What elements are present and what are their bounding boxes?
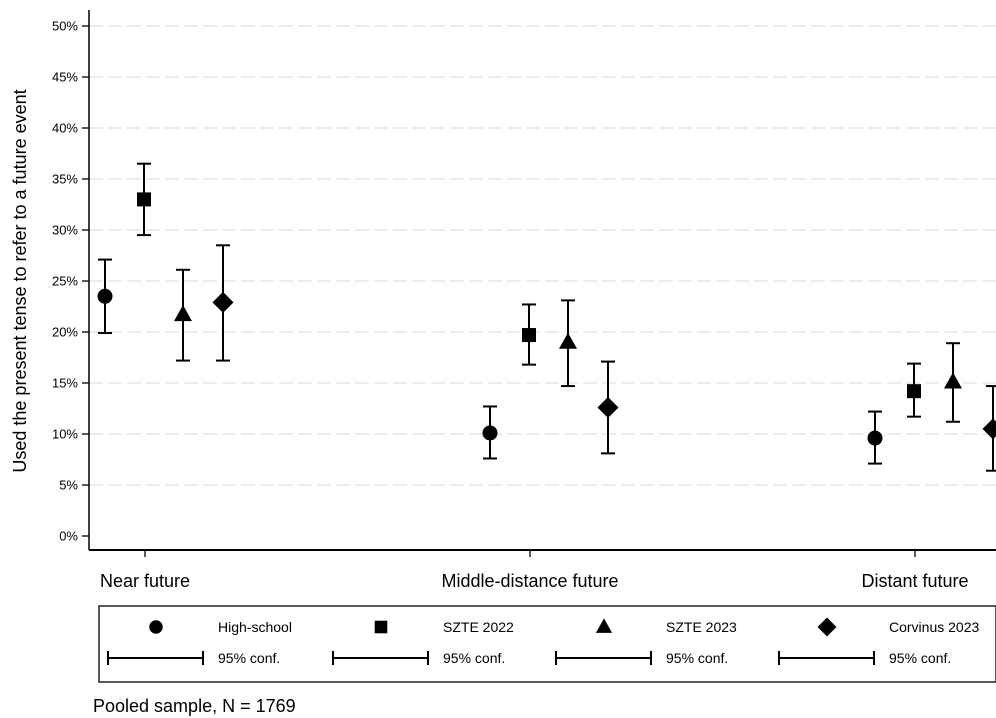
series-szte-2023	[174, 268, 962, 423]
legend-marker	[374, 620, 388, 634]
legend-ci-label: 95% conf.	[889, 650, 951, 666]
x-category-label: Near future	[100, 571, 190, 591]
y-tick-label: 0%	[59, 529, 78, 544]
series-corvinus-2023	[212, 244, 996, 472]
data-point	[174, 305, 192, 322]
series-high-school	[97, 258, 883, 465]
y-axis-title: Used the present tense to refer to a fut…	[10, 89, 30, 472]
data-point	[907, 384, 921, 399]
legend-label: SZTE 2023	[666, 619, 737, 635]
legend-ci-label: 95% conf.	[666, 650, 728, 666]
y-tick-label: 50%	[52, 19, 78, 34]
data-point	[559, 332, 577, 349]
x-axis: Near future Middle-distance future Distant…	[89, 549, 996, 591]
y-tick-label: 40%	[52, 121, 78, 136]
legend-marker	[817, 617, 837, 637]
data-marks	[97, 162, 996, 472]
data-point	[944, 372, 962, 389]
y-tick-label: 30%	[52, 223, 78, 238]
y-tick-label: 10%	[52, 427, 78, 442]
data-point	[97, 288, 113, 304]
grid-lines	[89, 25, 996, 486]
y-axis: 0% 5% 10% 15% 20% 25% 30% 35% 40% 45% 50%	[52, 10, 90, 550]
data-point	[212, 291, 234, 313]
y-tick-label: 35%	[52, 172, 78, 187]
series-szte-2022	[137, 162, 921, 418]
data-point	[522, 328, 536, 343]
legend-label: SZTE 2022	[443, 619, 514, 635]
data-point	[137, 192, 151, 207]
data-point	[982, 418, 996, 440]
data-point	[597, 396, 619, 418]
sample-note: Pooled sample, N = 1769	[93, 696, 296, 716]
y-tick-label: 45%	[52, 70, 78, 85]
legend-label: High-school	[218, 619, 292, 635]
legend-label: Corvinus 2023	[889, 619, 979, 635]
data-point	[482, 425, 498, 441]
y-tick-label: 5%	[59, 478, 78, 493]
legend: High-school 95% conf. SZTE 2022 95% conf. SZ…	[98, 605, 996, 683]
legend-ci-label: 95% conf.	[443, 650, 505, 666]
legend-ci-label: 95% conf.	[218, 650, 280, 666]
legend-marker	[595, 618, 613, 633]
legend-marker	[149, 620, 163, 634]
y-tick-label: 15%	[52, 376, 78, 391]
x-category-label: Distant future	[861, 571, 968, 591]
x-category-label: Middle-distance future	[441, 571, 618, 591]
y-tick-label: 25%	[52, 274, 78, 289]
data-point	[867, 430, 883, 446]
y-tick-label: 20%	[52, 325, 78, 340]
legend-box	[98, 605, 996, 683]
